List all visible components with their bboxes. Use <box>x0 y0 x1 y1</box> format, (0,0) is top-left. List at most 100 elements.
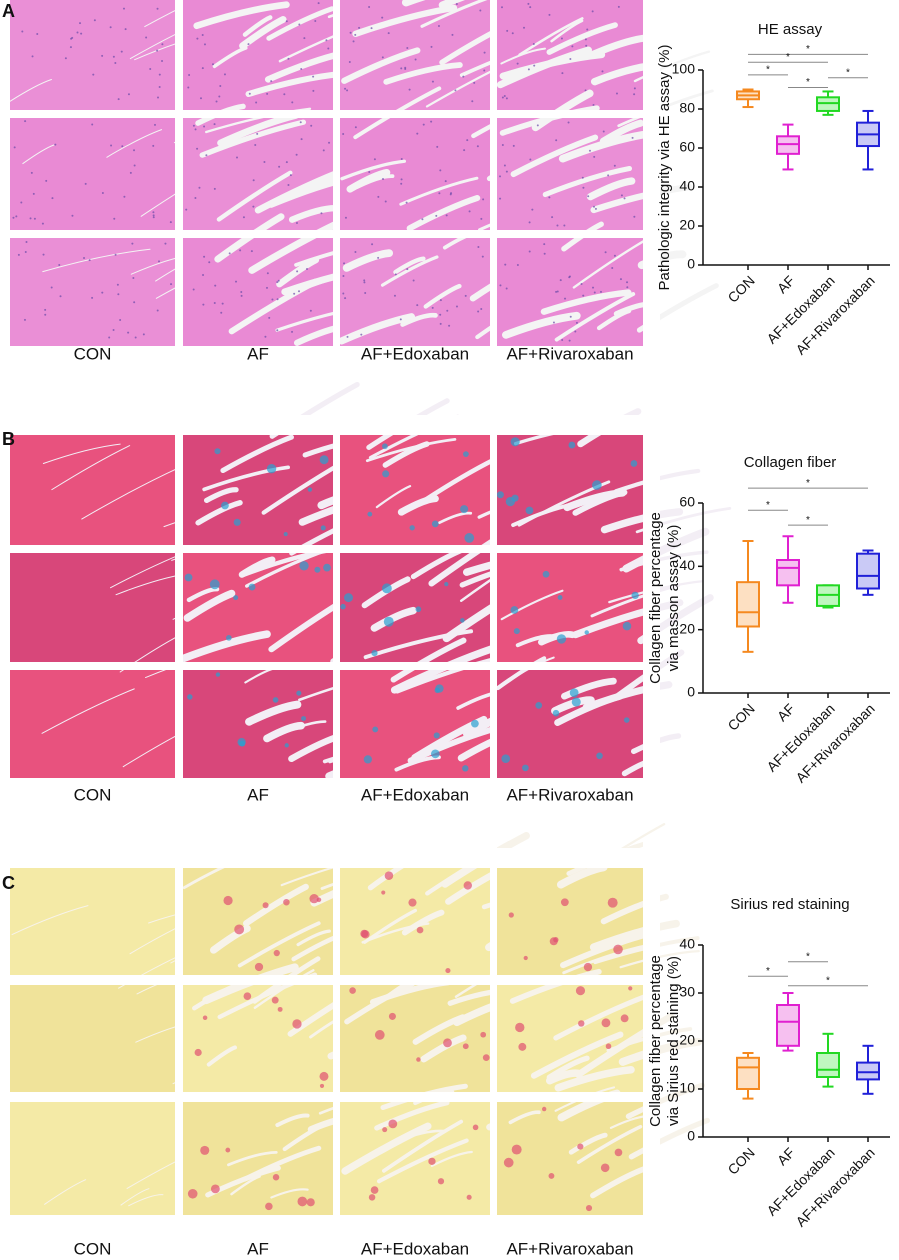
tissue-cell <box>433 732 440 739</box>
tissue-cell <box>522 764 529 772</box>
tissue-cell <box>437 25 440 28</box>
tissue-gap <box>589 919 680 952</box>
tissue-cell <box>243 992 252 1001</box>
tissue-cell <box>36 32 39 35</box>
tissue-background <box>340 985 490 1092</box>
gutter <box>0 848 660 868</box>
tissue-cell <box>164 242 167 245</box>
tissue-cell <box>464 533 475 543</box>
tissue-cell <box>12 216 15 219</box>
y-tick-label: 40 <box>679 178 695 194</box>
gutter <box>0 662 660 670</box>
tissue-gap <box>365 437 457 463</box>
tissue-cell <box>630 460 638 467</box>
tissue-cell <box>503 95 506 98</box>
tissue-cell <box>601 70 604 73</box>
tissue-cell <box>584 630 589 635</box>
tissue-cell <box>226 635 232 641</box>
gutter <box>0 545 660 553</box>
tissue-cell <box>319 1071 329 1081</box>
tissue-cell <box>297 290 300 293</box>
tissue-cell <box>382 443 388 450</box>
tissue-cell <box>214 448 221 455</box>
tissue-cell <box>203 125 206 128</box>
tissue-gap <box>338 313 416 345</box>
tissue-cell <box>463 881 472 890</box>
x-tick-label: CON <box>724 1144 757 1177</box>
tissue-cell <box>476 145 479 148</box>
tissue-cell <box>448 324 451 327</box>
tissue-cell <box>354 33 357 36</box>
tissue-gap <box>572 489 628 516</box>
tissue-gap <box>128 1194 164 1207</box>
tissue-gap <box>120 1188 150 1206</box>
significance-label: * <box>806 951 810 962</box>
tissue-cell <box>299 121 302 124</box>
tissue-cell <box>563 224 566 227</box>
tissue-cell <box>133 164 136 167</box>
tissue-gap <box>206 1045 238 1067</box>
tissue-cell <box>236 156 239 159</box>
tissue-gap <box>227 1150 278 1167</box>
tissue-cell <box>196 37 199 40</box>
tissue-cell <box>264 335 267 338</box>
tissue-cell <box>218 95 221 98</box>
tissue-cell <box>527 68 530 71</box>
tissue-cell <box>93 19 96 22</box>
tissue-cell <box>505 97 508 100</box>
tissue-cell <box>266 463 277 474</box>
tissue-gap <box>438 511 473 525</box>
tissue-cell <box>460 618 465 623</box>
tissue-cell <box>289 174 292 177</box>
tissue-cell <box>312 89 315 92</box>
tissue-cell <box>620 1014 629 1023</box>
tissue-cell <box>114 253 117 256</box>
tissue-image <box>10 632 239 778</box>
tissue-cell <box>571 45 574 48</box>
tissue-gap <box>344 980 416 1025</box>
tissue-cell <box>556 224 559 227</box>
tissue-cell <box>482 1054 490 1061</box>
tissue-gap <box>568 1132 608 1155</box>
tissue-cell <box>370 1186 379 1194</box>
tissue-gap <box>352 4 458 37</box>
tissue-image <box>180 510 393 665</box>
tissue-cell <box>555 290 558 293</box>
tissue-cell <box>585 1204 593 1212</box>
tissue-cell <box>482 198 485 201</box>
gutter <box>0 415 660 435</box>
tissue-cell <box>414 58 417 61</box>
tissue-cell <box>228 252 231 255</box>
tissue-cell <box>626 286 629 289</box>
x-tick-label: CON <box>724 272 757 305</box>
tissue-cell <box>185 208 188 211</box>
tissue-image <box>497 968 703 1092</box>
tissue-cell <box>317 2 320 5</box>
tissue-cell <box>292 1019 302 1029</box>
y-axis-label: via Sirius red staining (%) <box>665 956 682 1126</box>
tissue-cell <box>314 566 321 573</box>
tissue-cell <box>239 249 242 252</box>
tissue-cell <box>205 154 208 157</box>
tissue-cell <box>586 28 589 31</box>
tissue-cell <box>552 321 555 324</box>
tissue-cell <box>42 253 45 256</box>
tissue-cell <box>83 256 86 259</box>
tissue-background <box>10 553 175 662</box>
tissue-cell <box>446 309 449 312</box>
gutter <box>0 230 660 238</box>
tissue-cell <box>263 161 266 164</box>
tissue-cell <box>527 2 530 5</box>
tissue-cell <box>373 158 376 161</box>
tissue-gap <box>622 527 710 573</box>
tissue-gap <box>195 500 243 526</box>
tissue-cell <box>585 44 588 47</box>
box <box>736 581 760 628</box>
tissue-cell <box>127 331 130 334</box>
tissue-image <box>9 0 212 110</box>
tissue-gap <box>423 283 462 309</box>
tissue-cell <box>435 214 438 217</box>
tissue-cell <box>277 1006 283 1012</box>
tissue-cell <box>607 174 610 177</box>
tissue-cell <box>240 290 243 293</box>
